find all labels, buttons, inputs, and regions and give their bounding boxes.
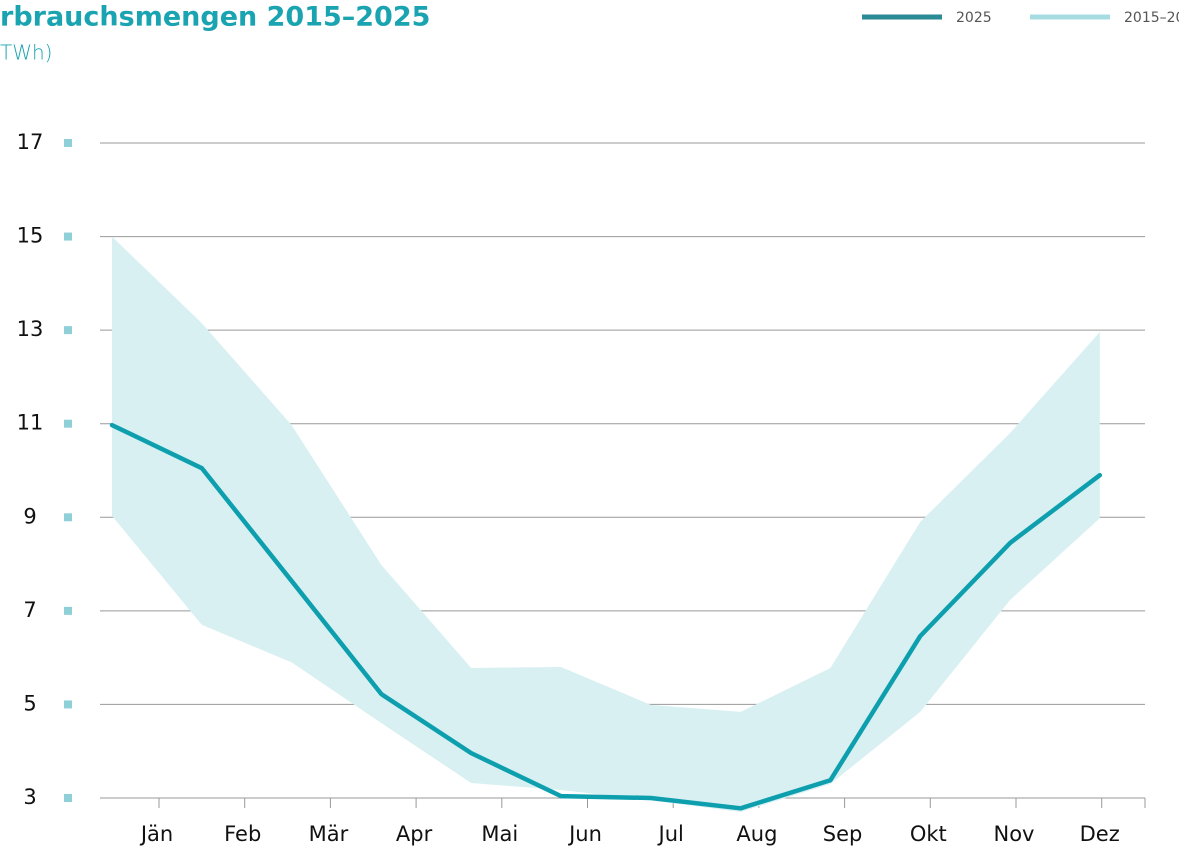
- x-tick-label: Okt: [910, 822, 947, 846]
- x-tick-label: Jul: [657, 822, 684, 846]
- chart-subtitle: TWh): [0, 41, 52, 65]
- y-tick-label: 3: [23, 785, 36, 809]
- legend-label: 2015–2024: [1124, 10, 1179, 26]
- x-tick-label: Jun: [567, 822, 602, 846]
- x-tick-label: Mär: [309, 822, 349, 846]
- y-tick-marker: [64, 326, 72, 335]
- line-2025: [109, 422, 1103, 811]
- range-band: [112, 236, 1100, 813]
- x-tick-label: Jän: [139, 822, 173, 846]
- y-tick-label: 17: [17, 130, 44, 154]
- y-tick-marker: [64, 700, 72, 709]
- y-tick-marker: [64, 794, 72, 803]
- chart-title: rbrauchsmengen 2015–2025: [0, 2, 430, 33]
- x-tick-label: Dez: [1080, 822, 1120, 846]
- y-tick-label: 7: [23, 598, 36, 622]
- x-tick-label: Aug: [736, 822, 777, 846]
- x-tick-label: Feb: [224, 822, 261, 846]
- x-tick-label: Apr: [396, 822, 433, 846]
- y-tick-marker: [64, 232, 72, 241]
- y-tick-label: 9: [23, 504, 36, 528]
- y-tick-marker: [64, 513, 72, 522]
- y-tick-label: 11: [17, 411, 44, 435]
- legend-label: 2025: [956, 10, 992, 26]
- x-tick-label: Nov: [994, 822, 1035, 846]
- x-tick-label: Sep: [823, 822, 863, 846]
- y-tick-marker: [64, 138, 72, 147]
- y-tick-marker: [64, 419, 72, 428]
- y-tick-label: 15: [17, 224, 44, 248]
- y-tick-marker: [64, 606, 72, 615]
- y-tick-label: 5: [23, 691, 36, 715]
- y-tick-label: 13: [17, 317, 44, 341]
- x-tick-label: Mai: [481, 822, 518, 846]
